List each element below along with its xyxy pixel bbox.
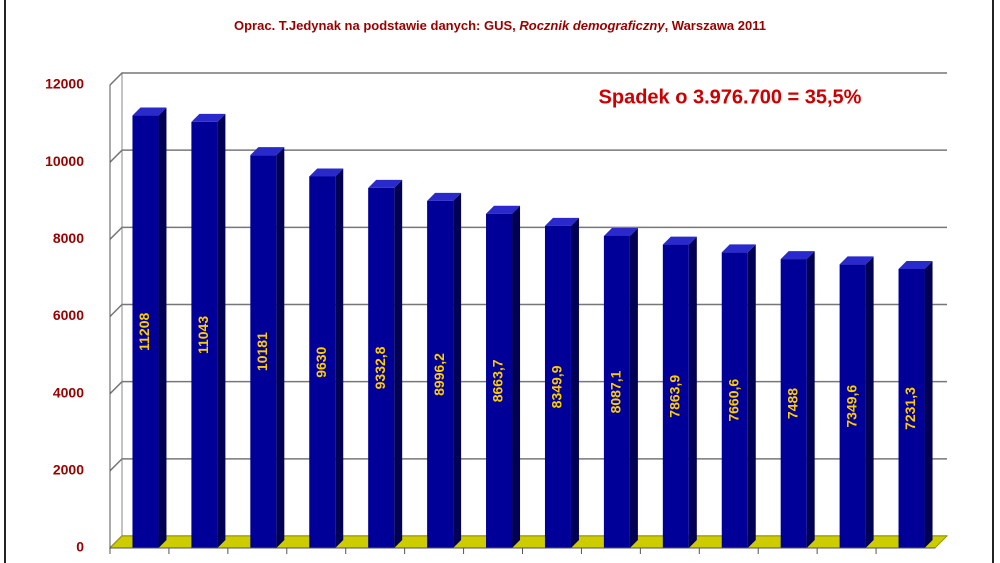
value-label: 9332,8 — [372, 346, 388, 389]
bar — [486, 213, 513, 548]
bar-side — [570, 217, 579, 549]
bar-top — [780, 251, 815, 260]
bar-side — [394, 179, 403, 548]
bar-top — [721, 244, 756, 253]
bar — [780, 259, 807, 548]
bar — [721, 252, 748, 548]
y-tick-label: 6000 — [53, 307, 84, 323]
bar-top — [250, 147, 285, 156]
bar-side — [688, 236, 697, 548]
bar-side — [217, 113, 226, 548]
bar — [898, 268, 925, 548]
y-tick-label: 2000 — [53, 462, 84, 478]
value-label: 7231,3 — [902, 387, 918, 430]
bar — [427, 200, 454, 549]
bar-side — [924, 260, 933, 548]
grid-line — [109, 72, 947, 86]
floor — [108, 535, 949, 549]
source-part: Oprac. T.Jedynak na podstawie danych: GU… — [234, 18, 519, 33]
bar-side — [629, 227, 638, 549]
value-label: 8663,7 — [490, 359, 506, 402]
bar — [191, 121, 218, 548]
bar-top — [839, 256, 874, 265]
bar-side — [512, 205, 521, 548]
bar-top — [544, 217, 579, 226]
value-label: 11208 — [136, 312, 152, 350]
value-label: 7660,6 — [725, 379, 741, 422]
value-label: 8087,1 — [608, 370, 624, 413]
value-label: 8996,2 — [431, 353, 447, 396]
grid-line — [109, 226, 947, 240]
bar — [839, 264, 866, 548]
bar-side — [158, 107, 167, 549]
y-tick-label: 4000 — [53, 384, 84, 400]
plot-area: 0 2000 4000 6000 8000 10000 12000 11208 11043 101… — [45, 71, 949, 555]
bar — [603, 235, 630, 549]
bar-top — [427, 192, 462, 201]
value-label: 10181 — [254, 332, 270, 371]
bar — [544, 225, 571, 549]
bar-side — [865, 256, 874, 548]
bar-side — [806, 251, 815, 548]
bar — [662, 244, 689, 548]
y-tick-label: 0 — [76, 539, 84, 555]
value-label: 9630 — [313, 346, 329, 377]
value-label: 7863,9 — [667, 375, 683, 418]
bar-top — [603, 227, 638, 236]
chart-source: Oprac. T.Jedynak na podstawie danych: GU… — [234, 18, 766, 33]
bar-side — [453, 192, 462, 549]
y-tick-label: 10000 — [45, 153, 84, 169]
y-tick-label: 8000 — [53, 230, 84, 246]
source-part: , Warszawa 2011 — [665, 18, 766, 33]
bar-top — [486, 205, 521, 214]
bar — [250, 155, 277, 548]
value-label: 7488 — [784, 388, 800, 419]
bar-side — [747, 244, 756, 548]
annotation: Spadek o 3.976.700 = 35,5% — [599, 86, 862, 108]
bar — [132, 115, 159, 549]
bar-top — [132, 107, 167, 116]
grid-line — [109, 149, 947, 163]
bar-side — [276, 147, 285, 548]
value-label: 11043 — [195, 316, 211, 354]
value-label: 8349,9 — [549, 365, 565, 408]
source-part: Rocznik demograficzny — [519, 18, 665, 33]
bar-top — [309, 168, 344, 177]
bar-top — [191, 113, 226, 122]
bar-top — [368, 179, 403, 188]
y-tick-label: 12000 — [45, 76, 84, 92]
bar — [368, 187, 395, 548]
bar-top — [662, 236, 697, 245]
bar-top — [898, 260, 933, 269]
bar-side — [335, 168, 344, 548]
bar — [309, 176, 336, 548]
value-label: 7349,6 — [843, 385, 859, 428]
